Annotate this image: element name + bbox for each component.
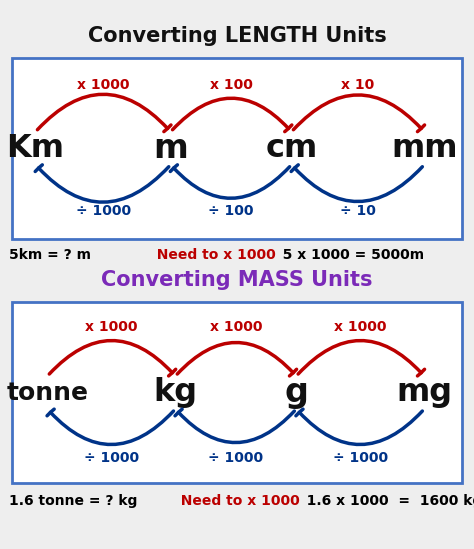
Text: kg: kg <box>153 377 198 408</box>
Text: ÷ 1000: ÷ 1000 <box>75 204 131 219</box>
Text: ÷ 1000: ÷ 1000 <box>84 451 139 466</box>
Text: ÷ 1000: ÷ 1000 <box>208 451 264 466</box>
Text: Km: Km <box>7 133 64 164</box>
Text: tonne: tonne <box>7 380 88 405</box>
Text: 5km = ? m: 5km = ? m <box>9 248 91 262</box>
Text: m: m <box>153 132 188 165</box>
Text: cm: cm <box>265 133 318 164</box>
Text: Need to x 1000: Need to x 1000 <box>171 494 300 508</box>
Text: x 100: x 100 <box>210 78 253 92</box>
FancyBboxPatch shape <box>12 58 462 239</box>
Text: Converting MASS Units: Converting MASS Units <box>101 270 373 290</box>
Text: mg: mg <box>396 377 452 408</box>
Text: 1.6 tonne = ? kg: 1.6 tonne = ? kg <box>9 494 138 508</box>
Text: ÷ 10: ÷ 10 <box>340 204 376 219</box>
Text: ÷ 100: ÷ 100 <box>209 204 254 219</box>
Text: x 10: x 10 <box>341 78 374 92</box>
Text: Need to x 1000: Need to x 1000 <box>147 248 276 262</box>
Text: 5 x 1000 = 5000m: 5 x 1000 = 5000m <box>268 248 424 262</box>
Text: x 1000: x 1000 <box>334 320 386 334</box>
Text: Converting LENGTH Units: Converting LENGTH Units <box>88 26 386 46</box>
Text: 1.6 x 1000  =  1600 kg: 1.6 x 1000 = 1600 kg <box>292 494 474 508</box>
Text: g: g <box>284 376 308 409</box>
Text: x 1000: x 1000 <box>77 78 129 92</box>
Text: x 1000: x 1000 <box>210 320 262 334</box>
Text: mm: mm <box>391 133 457 164</box>
Text: ÷ 1000: ÷ 1000 <box>333 451 388 466</box>
Text: x 1000: x 1000 <box>85 320 137 334</box>
FancyBboxPatch shape <box>12 302 462 483</box>
